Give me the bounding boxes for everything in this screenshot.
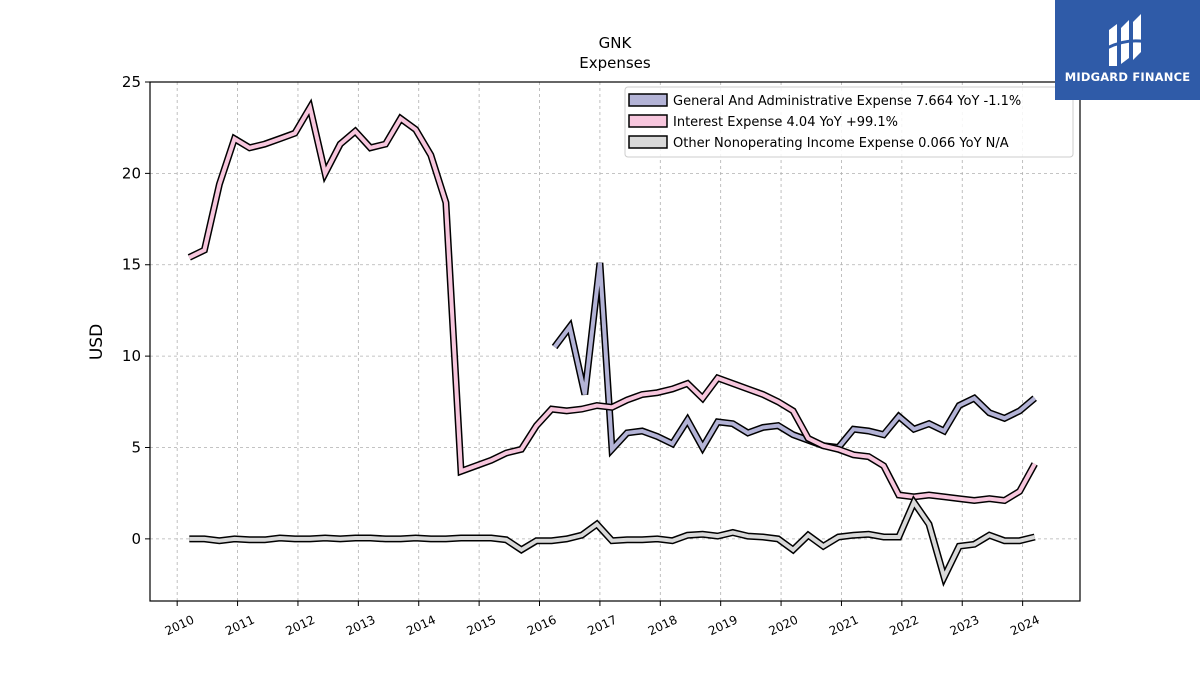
- brand-logo: MIDGARD FINANCE: [1055, 0, 1200, 100]
- series-layer: [187, 98, 1038, 587]
- legend-label: General And Administrative Expense 7.664…: [673, 94, 1021, 109]
- x-tick-label: 2020: [767, 613, 801, 639]
- x-tick-label: 2015: [465, 613, 499, 639]
- x-tick-label: 2019: [706, 613, 740, 639]
- x-tick-label: 2024: [1008, 613, 1042, 639]
- y-axis-label: USD: [87, 324, 107, 360]
- x-tick-label: 2014: [404, 613, 438, 639]
- legend: General And Administrative Expense 7.664…: [624, 86, 1074, 158]
- chart-subtitle: Expenses: [579, 54, 651, 72]
- logo-mark-icon: [1106, 14, 1148, 66]
- x-tick-label: 2018: [646, 613, 680, 639]
- y-tick-label: 15: [122, 256, 141, 274]
- series-line-2: [188, 102, 1037, 503]
- series-line-3: [189, 498, 1036, 583]
- y-axis: 0 5 10 15 20 25: [122, 73, 150, 548]
- logo-text: MIDGARD FINANCE: [1064, 70, 1191, 84]
- plot-frame: [149, 81, 1081, 602]
- legend-label: Other Nonoperating Income Expense 0.066 …: [673, 136, 1009, 151]
- x-tick-label: 2017: [585, 613, 619, 639]
- x-tick-label: 2010: [163, 613, 197, 639]
- x-tick-label: 2012: [283, 613, 317, 639]
- legend-box: [624, 86, 1074, 158]
- legend-swatch: [628, 135, 668, 149]
- legend-swatch: [628, 114, 668, 128]
- y-tick-label: 20: [122, 164, 141, 182]
- series-line-1: [553, 262, 1036, 455]
- x-tick-label: 2013: [344, 613, 378, 639]
- x-tick-label: 2011: [223, 613, 257, 639]
- y-tick-label: 5: [131, 438, 141, 456]
- y-tick-label: 10: [122, 347, 141, 365]
- y-tick-label: 25: [122, 73, 141, 91]
- x-axis: 2010 2011 2012 2013 2014 2015 2016 2017 2018 2019…: [163, 601, 1042, 638]
- chart-title: GNK: [599, 34, 633, 52]
- y-tick-label: 0: [131, 530, 141, 548]
- legend-label: Interest Expense 4.04 YoY +99.1%: [673, 115, 898, 130]
- x-tick-label: 2023: [948, 613, 982, 639]
- legend-swatch: [628, 93, 668, 107]
- grid-lines: [150, 81, 1080, 601]
- x-tick-label: 2016: [525, 613, 559, 639]
- x-tick-label: 2022: [887, 613, 921, 639]
- x-tick-label: 2021: [827, 613, 861, 639]
